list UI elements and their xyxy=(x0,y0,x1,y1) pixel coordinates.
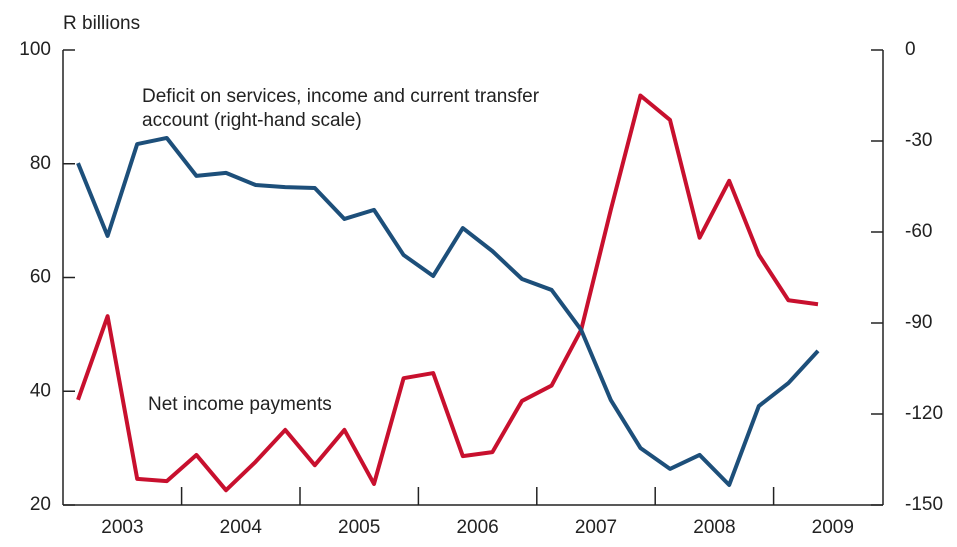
y2-tick-label: -90 xyxy=(905,312,932,333)
annotation: Deficit on services, income and current … xyxy=(142,86,540,107)
y2-tick-label: 0 xyxy=(905,39,916,60)
x-tick-label: 2007 xyxy=(575,517,617,538)
y2-tick-label: -30 xyxy=(905,130,932,151)
series-line xyxy=(76,135,820,487)
y-tick-label: 80 xyxy=(30,153,51,174)
y2-tick-label: -60 xyxy=(905,221,932,242)
annotation: account (right-hand scale) xyxy=(142,110,362,131)
annotation: Net income payments xyxy=(148,394,332,415)
x-tick-label: 2008 xyxy=(693,517,735,538)
y2-tick-label: -150 xyxy=(905,494,943,515)
y-tick-label: 40 xyxy=(30,380,51,401)
y2-tick-label: -120 xyxy=(905,403,943,424)
y-tick-label: 100 xyxy=(19,39,51,60)
series-line xyxy=(76,93,819,493)
x-tick-label: 2003 xyxy=(101,517,143,538)
x-tick-label: 2005 xyxy=(338,517,380,538)
x-tick-label: 2004 xyxy=(220,517,263,538)
x-tick-label: 2009 xyxy=(812,517,854,538)
y-tick-label: 20 xyxy=(30,494,51,515)
y-tick-label: 60 xyxy=(30,267,51,288)
x-tick-label: 2006 xyxy=(456,517,498,538)
y-axis-label: R billions xyxy=(63,13,140,34)
